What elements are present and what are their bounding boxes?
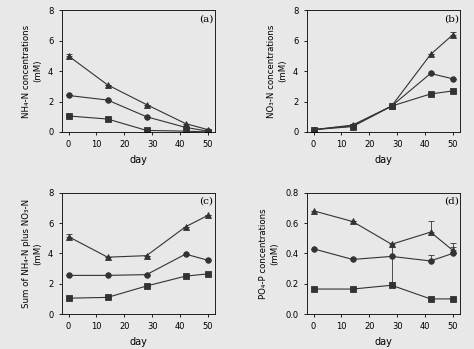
X-axis label: day: day (374, 155, 392, 165)
X-axis label: day: day (374, 337, 392, 347)
Y-axis label: Sum of NH₄-N plus NO₃-N
(mM): Sum of NH₄-N plus NO₃-N (mM) (22, 199, 42, 308)
Y-axis label: PO₄-P concentrations
(mM): PO₄-P concentrations (mM) (259, 208, 280, 299)
Y-axis label: NO₃-N concentrations
(mM): NO₃-N concentrations (mM) (267, 24, 287, 118)
Text: (a): (a) (200, 14, 214, 23)
X-axis label: day: day (129, 337, 147, 347)
Text: (c): (c) (200, 196, 213, 205)
Text: (b): (b) (445, 14, 459, 23)
X-axis label: day: day (129, 155, 147, 165)
Y-axis label: NH₄-N concentrations
(mM): NH₄-N concentrations (mM) (22, 25, 42, 118)
Text: (d): (d) (445, 196, 459, 205)
